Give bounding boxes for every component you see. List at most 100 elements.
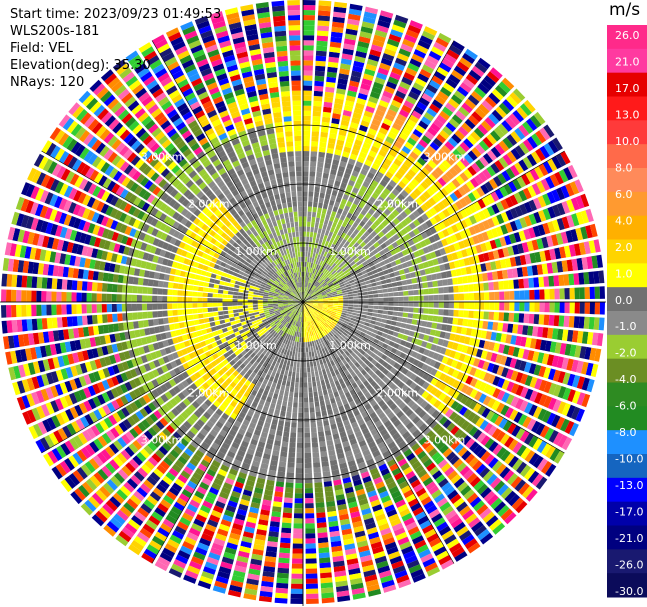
velocity-gate [412, 506, 424, 517]
velocity-gate [393, 140, 403, 149]
velocity-gate [365, 522, 377, 530]
velocity-gate [160, 393, 169, 403]
velocity-gate [456, 250, 463, 259]
velocity-gate [247, 426, 255, 434]
velocity-gate [293, 303, 299, 307]
velocity-gate [338, 281, 345, 286]
velocity-gate [277, 425, 284, 432]
velocity-gate [242, 324, 248, 329]
velocity-gate [335, 275, 341, 280]
velocity-gate [389, 272, 396, 278]
velocity-gate [487, 425, 498, 437]
velocity-gate [250, 338, 256, 344]
velocity-gate [359, 394, 367, 402]
velocity-gate [524, 253, 532, 265]
velocity-gate [119, 505, 132, 518]
velocity-gate [358, 383, 366, 391]
velocity-gate [45, 402, 55, 415]
velocity-gate [268, 341, 274, 347]
velocity-gate [428, 419, 438, 429]
velocity-gate [172, 431, 182, 441]
velocity-gate [346, 334, 352, 340]
velocity-gate [360, 444, 369, 452]
velocity-gate [338, 328, 344, 334]
velocity-gate [551, 355, 560, 368]
velocity-gate [248, 568, 261, 576]
velocity-gate [307, 304, 313, 307]
velocity-gate [305, 337, 308, 343]
velocity-gate [425, 219, 433, 228]
velocity-gate [473, 500, 485, 512]
velocity-gate [463, 138, 474, 149]
velocity-gate [55, 463, 67, 477]
velocity-gate [307, 321, 310, 327]
velocity-gate [335, 241, 341, 247]
velocity-gate [375, 513, 386, 522]
velocity-gate [74, 404, 84, 417]
velocity-gate [458, 302, 465, 309]
velocity-gate [463, 354, 471, 364]
velocity-gate [303, 65, 313, 71]
velocity-gate [361, 251, 368, 257]
velocity-gate [329, 525, 340, 533]
velocity-gate [308, 196, 313, 202]
velocity-gate [419, 520, 432, 530]
velocity-gate [370, 223, 377, 231]
velocity-gate [261, 318, 268, 323]
velocity-gate [584, 346, 592, 360]
velocity-gate [304, 276, 306, 282]
velocity-gate [146, 495, 158, 506]
velocity-gate [282, 338, 287, 344]
velocity-gate [126, 416, 136, 427]
velocity-gate [453, 309, 459, 317]
velocity-gate [555, 153, 567, 167]
velocity-gate [218, 523, 230, 532]
velocity-gate [357, 129, 367, 137]
velocity-gate [351, 312, 358, 316]
velocity-gate [364, 137, 373, 145]
velocity-gate [430, 377, 439, 386]
velocity-gate [342, 533, 354, 541]
velocity-gate [437, 148, 448, 159]
velocity-gate [388, 551, 401, 560]
velocity-gate [443, 433, 453, 443]
velocity-gate [315, 502, 325, 508]
velocity-gate [157, 503, 169, 514]
velocity-gate [225, 363, 232, 370]
velocity-gate [303, 300, 308, 302]
velocity-gate [529, 376, 538, 388]
velocity-gate [315, 282, 320, 287]
velocity-gate [488, 178, 498, 190]
velocity-gate [468, 457, 479, 468]
velocity-gate [425, 416, 434, 426]
velocity-gate [278, 323, 283, 329]
velocity-gate [446, 324, 453, 332]
velocity-gate [456, 392, 465, 402]
velocity-gate [62, 425, 72, 438]
velocity-gate [450, 234, 458, 243]
velocity-gate [243, 593, 257, 601]
velocity-gate [82, 430, 92, 442]
velocity-gate [194, 363, 202, 371]
velocity-gate [421, 363, 429, 372]
velocity-gate [191, 495, 203, 504]
velocity-gate [383, 258, 390, 265]
velocity-gate [581, 393, 591, 408]
velocity-gate [521, 242, 529, 253]
velocity-gate [298, 397, 303, 403]
velocity-gate [326, 147, 334, 154]
velocity-gate [533, 406, 543, 419]
velocity-gate [453, 260, 461, 268]
velocity-gate [352, 343, 358, 349]
velocity-gate [251, 553, 263, 561]
velocity-gate [295, 372, 300, 378]
velocity-gate [443, 385, 452, 394]
velocity-gate [387, 244, 394, 251]
velocity-gate [260, 316, 267, 321]
velocity-gate [336, 345, 341, 351]
velocity-gate [432, 280, 438, 287]
velocity-gate [342, 322, 348, 327]
velocity-gate [452, 379, 460, 389]
velocity-gate [412, 393, 421, 402]
velocity-gate [410, 568, 424, 579]
